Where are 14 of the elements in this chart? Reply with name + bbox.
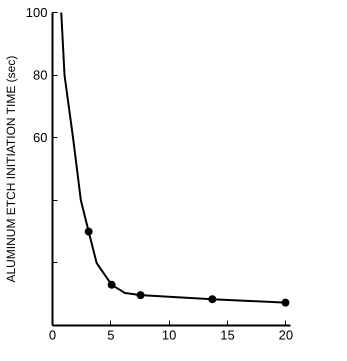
y-tick-label: 80 bbox=[33, 68, 48, 83]
y-axis-title: ALUMINUM ETCH INITIATION TIME (sec) bbox=[4, 56, 18, 283]
point bbox=[208, 295, 216, 304]
x-tick-label: 0 bbox=[48, 328, 56, 342]
point bbox=[84, 228, 93, 236]
point bbox=[281, 298, 290, 307]
point bbox=[136, 291, 145, 300]
x-tick-label: 15 bbox=[220, 328, 235, 342]
point bbox=[108, 280, 116, 289]
x-tick-label: 20 bbox=[278, 328, 294, 342]
x-tick-label: 10 bbox=[162, 328, 176, 342]
y-tick-label: 100 bbox=[26, 5, 48, 20]
x-tick-label: 5 bbox=[107, 328, 114, 342]
y-tick-label: 60 bbox=[33, 130, 48, 146]
